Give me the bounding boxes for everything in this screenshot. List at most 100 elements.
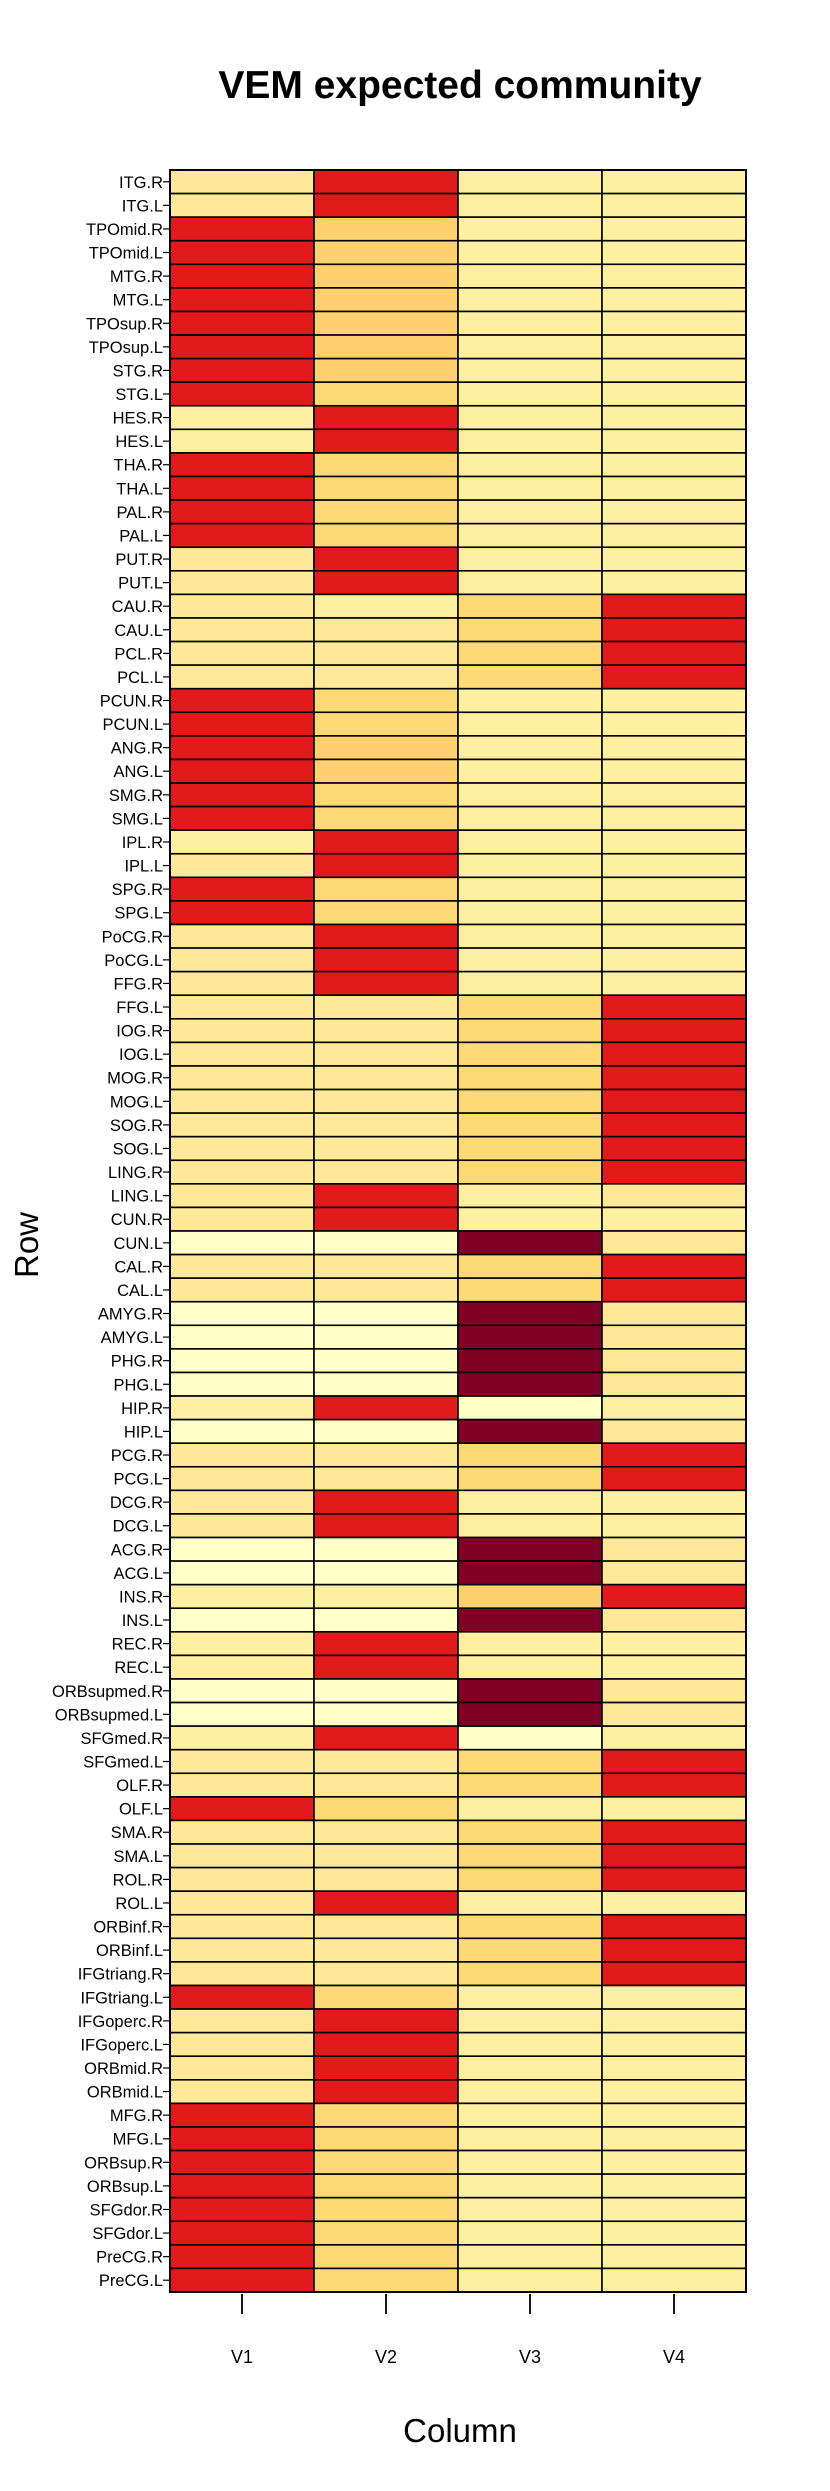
x-axis-label: Column bbox=[403, 2412, 517, 2449]
heatmap-cell bbox=[169, 287, 315, 313]
heatmap-cell bbox=[313, 1701, 459, 1727]
heatmap-cell bbox=[313, 1253, 459, 1279]
heatmap-cell bbox=[313, 2173, 459, 2199]
heatmap-cell bbox=[457, 1324, 603, 1350]
heatmap-cell bbox=[313, 1866, 459, 1892]
row-label: PUT.R bbox=[115, 551, 163, 569]
heatmap-cell bbox=[313, 1890, 459, 1916]
heatmap-cell bbox=[601, 1536, 747, 1562]
heatmap-cell bbox=[457, 546, 603, 572]
heatmap-cell bbox=[601, 1890, 747, 1916]
heatmap-cell bbox=[169, 2055, 315, 2081]
heatmap-cell bbox=[169, 1230, 315, 1256]
heatmap-cell bbox=[457, 1371, 603, 1397]
row-label: SFGdor.R bbox=[90, 2201, 163, 2219]
heatmap-cell bbox=[313, 687, 459, 714]
heatmap-cell bbox=[601, 570, 747, 596]
heatmap-cell bbox=[601, 1984, 747, 2010]
heatmap-cell bbox=[313, 735, 459, 761]
row-label: SFGdor.L bbox=[92, 2225, 163, 2243]
heatmap-cell bbox=[601, 499, 747, 525]
heatmap-cell bbox=[313, 640, 459, 666]
heatmap-cell bbox=[313, 1300, 459, 1327]
heatmap-cell bbox=[457, 570, 603, 596]
heatmap-cell bbox=[169, 1088, 315, 1114]
row-label: FFG.L bbox=[116, 999, 163, 1017]
heatmap-cell bbox=[313, 1937, 459, 1963]
heatmap-cell bbox=[169, 852, 315, 879]
heatmap-cell bbox=[169, 310, 315, 336]
heatmap-cell bbox=[169, 452, 315, 478]
heatmap-cell bbox=[601, 381, 747, 407]
heatmap-cell bbox=[601, 1583, 747, 1610]
heatmap-cell bbox=[457, 1277, 603, 1303]
heatmap-cell bbox=[313, 1065, 459, 1091]
heatmap-cell bbox=[313, 428, 459, 454]
heatmap-cell bbox=[169, 593, 315, 619]
heatmap-cell bbox=[313, 263, 459, 289]
heatmap-cell bbox=[169, 1253, 315, 1279]
heatmap-cell bbox=[601, 1489, 747, 1515]
heatmap-cell bbox=[457, 2055, 603, 2081]
row-label: PCUN.L bbox=[102, 716, 163, 734]
heatmap-cell bbox=[313, 1324, 459, 1350]
heatmap-cell bbox=[169, 1984, 315, 2010]
heatmap-cell bbox=[601, 923, 747, 949]
row-label: PreCG.R bbox=[96, 2249, 163, 2267]
heatmap-cell bbox=[457, 1112, 603, 1138]
heatmap-cell bbox=[457, 900, 603, 926]
row-label: MOG.L bbox=[110, 1093, 163, 1111]
column-label: V2 bbox=[375, 2347, 397, 2367]
heatmap-cell bbox=[313, 2102, 459, 2128]
heatmap-cell bbox=[601, 687, 747, 714]
row-label: ORBmid.R bbox=[84, 2060, 163, 2078]
row-label: LING.R bbox=[108, 1164, 163, 1182]
row-label: PAL.L bbox=[119, 527, 163, 545]
heatmap-cell bbox=[601, 782, 747, 808]
heatmap-cell bbox=[601, 2102, 747, 2128]
heatmap-cell bbox=[313, 1513, 459, 1539]
row-label: HIP.R bbox=[121, 1400, 163, 1418]
heatmap-cell bbox=[313, 1371, 459, 1397]
heatmap-cell bbox=[313, 1536, 459, 1562]
heatmap-cell bbox=[457, 758, 603, 784]
heatmap-cell bbox=[313, 1418, 459, 1444]
heatmap-cell bbox=[169, 334, 315, 360]
row-label: SOG.R bbox=[110, 1117, 163, 1135]
heatmap-cell bbox=[601, 2008, 747, 2034]
heatmap-cell bbox=[313, 1913, 459, 1940]
heatmap-cell bbox=[313, 876, 459, 902]
heatmap-cell bbox=[601, 2079, 747, 2105]
heatmap-cell bbox=[313, 1395, 459, 1421]
heatmap-cell bbox=[313, 1961, 459, 1987]
heatmap-cell bbox=[601, 1631, 747, 1657]
heatmap-cell bbox=[457, 1183, 603, 1209]
heatmap-cell bbox=[169, 1348, 315, 1374]
heatmap-cell bbox=[457, 287, 603, 313]
row-label: TPOsup.R bbox=[86, 315, 163, 333]
heatmap-cell bbox=[601, 1253, 747, 1279]
heatmap-cell bbox=[601, 994, 747, 1020]
heatmap-cell bbox=[169, 1937, 315, 1963]
heatmap-cell bbox=[601, 617, 747, 643]
row-label: SPG.L bbox=[114, 905, 163, 923]
heatmap-cell bbox=[457, 1206, 603, 1232]
row-label: MTG.L bbox=[113, 292, 163, 310]
heatmap-cell bbox=[313, 664, 459, 690]
row-label: DCG.R bbox=[110, 1494, 163, 1512]
heatmap-cell bbox=[601, 1442, 747, 1468]
heatmap-cell bbox=[457, 1395, 603, 1421]
heatmap-cell bbox=[313, 216, 459, 242]
heatmap-cell bbox=[457, 640, 603, 666]
heatmap-cell bbox=[169, 923, 315, 949]
heatmap-cell bbox=[601, 1371, 747, 1397]
heatmap-cell bbox=[169, 1324, 315, 1350]
row-label: ANG.R bbox=[111, 740, 163, 758]
heatmap-cell bbox=[313, 1819, 459, 1845]
heatmap-cell bbox=[601, 192, 747, 218]
row-label: ORBsupmed.L bbox=[55, 1706, 163, 1724]
column-label: V1 bbox=[231, 2347, 253, 2367]
heatmap-cell bbox=[457, 994, 603, 1020]
heatmap-cell bbox=[169, 1041, 315, 1067]
heatmap-cell bbox=[457, 499, 603, 525]
